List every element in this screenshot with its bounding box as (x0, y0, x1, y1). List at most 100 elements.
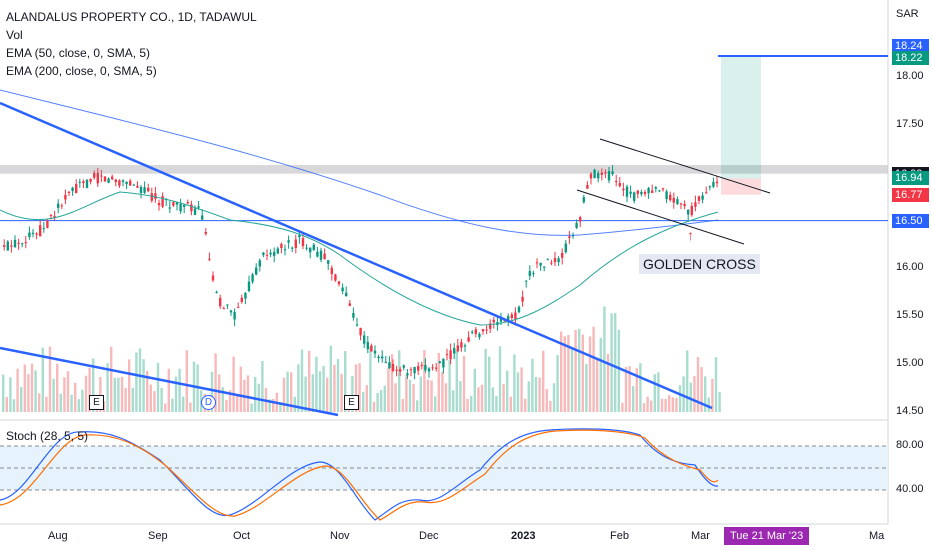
volume-bar (484, 348, 487, 412)
candle-body (96, 172, 99, 184)
candle-body (651, 190, 654, 194)
candle-body (453, 347, 456, 354)
time-axis-label: Nov (330, 530, 350, 542)
volume-bar (668, 395, 671, 412)
candle-body (503, 320, 506, 322)
channel-lower (576, 189, 745, 245)
volume-bar (131, 387, 134, 412)
volume-bar (333, 364, 336, 412)
time-axis-label: 2023 (511, 530, 536, 542)
candle-body (147, 187, 150, 192)
currency-label: SAR (896, 8, 919, 20)
volume-bar (2, 374, 5, 412)
volume-bar (466, 398, 469, 412)
candle-body (427, 368, 431, 372)
candle-body (431, 367, 434, 369)
volume-bar (527, 381, 530, 412)
candle-body (633, 192, 636, 201)
volume-bar (340, 373, 343, 412)
volume-bar (560, 331, 563, 412)
volume-bar (686, 350, 689, 412)
stoch-legend[interactable]: Stoch (28, 5, 5) (6, 429, 89, 443)
event-marker[interactable]: E (89, 395, 104, 410)
volume-bar (653, 374, 656, 412)
volume-bar (293, 396, 296, 412)
arrow-up-icon[interactable]: ↑ (687, 227, 694, 243)
candle-body (251, 274, 254, 282)
candle-body (305, 247, 308, 249)
trendline-down-ext (519, 324, 713, 410)
candle-body (658, 190, 661, 192)
volume-bar (344, 351, 347, 412)
golden-cross-annotation[interactable]: GOLDEN CROSS (639, 254, 760, 274)
time-axis-label: Oct (233, 530, 251, 542)
candle-body (571, 235, 575, 237)
volume-bar (462, 355, 466, 412)
candle-body (413, 366, 416, 374)
candle-body (622, 188, 625, 191)
candle-body (125, 181, 128, 185)
candle-body (240, 297, 243, 302)
candle-body (352, 313, 355, 318)
symbol-title[interactable]: ALANDALUS PROPERTY CO., 1D, TADAWUL (6, 10, 257, 24)
volume-bar (311, 374, 314, 412)
candle-body (539, 262, 542, 266)
volume-bar (92, 358, 95, 412)
volume-bar (524, 398, 527, 412)
candle-body (3, 245, 6, 247)
volume-bar (124, 388, 127, 412)
volume-bar (416, 400, 419, 412)
candle-body (85, 179, 89, 188)
volume-bar (88, 367, 91, 412)
ema200-legend[interactable]: EMA (200, close, 0, SMA, 5) (6, 64, 157, 78)
candle-body (366, 341, 369, 350)
candle-body (593, 169, 596, 179)
candle-body (31, 232, 35, 234)
candle-body (6, 241, 9, 251)
volume-bar (444, 383, 448, 412)
candle-body (618, 183, 621, 187)
event-marker[interactable]: E (344, 395, 359, 410)
candle-body (179, 203, 182, 212)
candle-body (485, 329, 488, 331)
candle-body (492, 319, 495, 323)
volume-bar (300, 349, 304, 412)
candle-body (683, 203, 686, 206)
volume-bar (624, 367, 628, 412)
candle-body (276, 248, 279, 254)
volume-bar (538, 377, 541, 412)
ema50-legend[interactable]: EMA (50, close, 0, SMA, 5) (6, 46, 151, 60)
volume-bar (77, 399, 80, 412)
volume-bar (254, 376, 257, 412)
candle-body (262, 252, 265, 256)
volume-bar (142, 359, 145, 412)
candle-body (460, 342, 463, 348)
candle-body (13, 239, 17, 248)
volume-bar (160, 387, 163, 412)
candle-body (161, 196, 164, 207)
volume-legend[interactable]: Vol (6, 28, 23, 42)
candle-body (575, 222, 578, 228)
volume-bar (423, 349, 426, 412)
volume-bar (488, 356, 491, 412)
candle-body (219, 297, 222, 307)
candle-body (226, 304, 229, 306)
candle-body (399, 369, 402, 372)
volume-bar (9, 377, 12, 412)
candle-body (201, 215, 204, 220)
price-badge: 16.77 (892, 187, 929, 202)
volume-bar (531, 358, 534, 412)
volume-bar (617, 329, 620, 412)
event-marker[interactable]: D (201, 395, 216, 410)
volume-bar (178, 368, 181, 412)
candle-body (420, 364, 423, 366)
candle-body (107, 178, 110, 183)
candle-body (532, 272, 535, 274)
candle-body (636, 190, 639, 194)
volume-bar (513, 354, 516, 412)
volume-bar (714, 357, 718, 412)
candle-body (359, 327, 362, 336)
volume-bar (12, 399, 16, 412)
candle-body (417, 366, 420, 371)
